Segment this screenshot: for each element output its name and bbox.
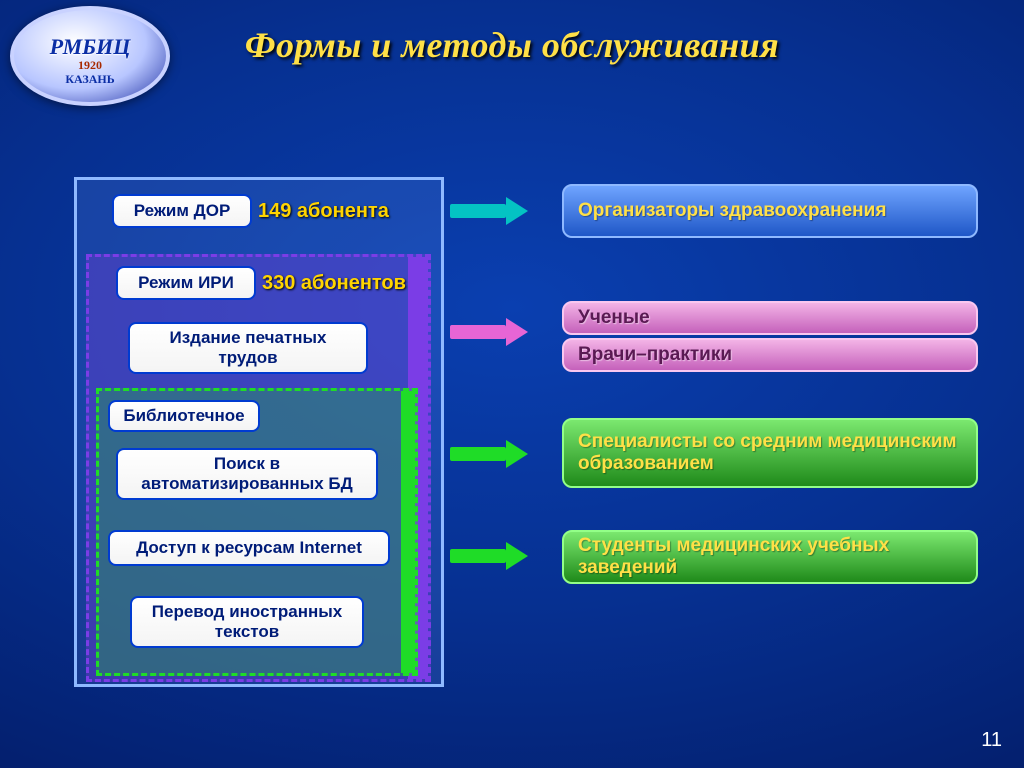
count-dor: 149 абонента xyxy=(258,200,389,223)
pill-mode-iri: Режим ИРИ xyxy=(116,266,256,300)
pill-translate: Перевод иностранных текстов xyxy=(130,596,364,648)
arrow-to-scientists xyxy=(450,318,528,346)
logo-city: КАЗАНЬ xyxy=(10,72,170,87)
target-scientists: Ученые xyxy=(562,301,978,335)
pill-db-search: Поиск в автоматизированных БД xyxy=(116,448,378,500)
logo-year: 1920 xyxy=(10,58,170,73)
target-organizers: Организаторы здравоохранения xyxy=(562,184,978,238)
logo-text: РМБИЦ xyxy=(10,34,170,60)
pill-internet: Доступ к ресурсам Internet xyxy=(108,530,390,566)
pill-library: Библиотечное xyxy=(108,400,260,432)
target-specialists: Специалисты со средним медицинским образ… xyxy=(562,418,978,488)
pill-mode-dor: Режим ДОР xyxy=(112,194,252,228)
arrow-to-specialists xyxy=(450,440,528,468)
arrow-to-organizers xyxy=(450,197,528,225)
page-number: 11 xyxy=(981,729,1002,752)
target-doctors: Врачи–практики xyxy=(562,338,978,372)
arrow-to-students xyxy=(450,542,528,570)
frame-green-edge xyxy=(401,391,415,673)
count-iri: 330 абонентов xyxy=(262,272,406,295)
target-students: Студенты медицинских учебных заведений xyxy=(562,530,978,584)
org-logo: РМБИЦ 1920 КАЗАНЬ xyxy=(10,6,170,106)
pill-publication: Издание печатных трудов xyxy=(128,322,368,374)
slide-stage: Формы и методы обслуживания РМБИЦ 1920 К… xyxy=(0,0,1024,768)
